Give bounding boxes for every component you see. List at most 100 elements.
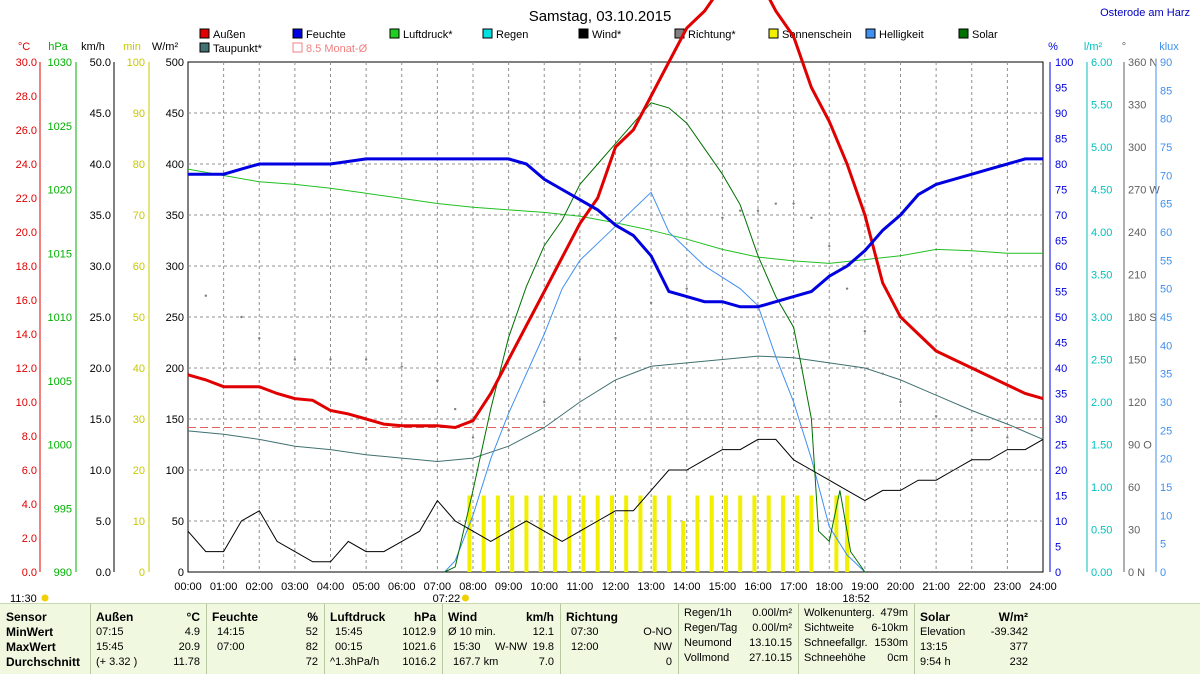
sunshine-bar [538,495,543,572]
y-tick-label-sunshine: 100 [127,57,145,69]
y-tick-label-sunshine: 40 [133,363,145,375]
y-tick-label-direction: 240 [1128,227,1146,239]
schneefallgrenze-value: 1530m [874,637,908,649]
direction-point [970,429,973,432]
y-tick-label-humidity: 40 [1055,363,1067,375]
y-tick-label-rain: 3.00 [1091,312,1112,324]
axis-unit-temp: °C [18,41,30,53]
y-tick-label-temp: 16.0 [16,295,37,307]
feuchte-header: Feuchte [212,610,259,624]
luftdruck-trend: ^1.3hPa/h [330,656,380,668]
y-tick-label-pressure: 990 [54,567,72,579]
y-tick-label-humidity: 55 [1055,287,1067,299]
y-tick-label-pressure: 1020 [48,185,72,197]
y-tick-label-solar: 500 [166,57,184,69]
y-tick-label-rain: 4.00 [1091,227,1112,239]
direction-point [881,372,884,375]
x-tick-label: 14:00 [673,581,701,593]
y-tick-label-humidity: 30 [1055,414,1067,426]
y-tick-label-temp: 10.0 [16,397,37,409]
y-tick-label-wind: 30.0 [90,261,111,273]
solar-elevation-label: Elevation [920,626,966,638]
legend-label: 8.5 Monat-Ø [306,43,368,55]
y-tick-label-direction: 150 [1128,355,1146,367]
y-tick-label-humidity: 15 [1055,491,1067,503]
wind-header: Wind [448,610,478,624]
y-tick-label-pressure: 1025 [48,121,72,133]
y-tick-label-temp: 20.0 [16,227,37,239]
y-tick-label-humidity: 0 [1055,567,1061,579]
sun-icon [461,594,469,602]
y-tick-label-rain: 4.50 [1091,185,1112,197]
y-tick-label-temp: 22.0 [16,193,37,205]
y-tick-label-sunshine: 90 [133,108,145,120]
y-tick-label-temp: 2.0 [22,533,37,545]
direction-point [614,337,617,340]
y-tick-label-direction: 0 N [1128,567,1145,579]
x-tick-label: 07:00 [424,581,452,593]
x-tick-label: 12:00 [602,581,630,593]
feuchte-min-value: 52 [305,626,318,638]
feuchte-unit: % [307,610,318,624]
y-tick-label-lux: 45 [1160,312,1172,324]
y-tick-label-lux: 90 [1160,57,1172,69]
regen-1h-label: Regen/1h [684,607,732,619]
y-tick-label-direction: 330 [1128,100,1146,112]
richtung-min-value: O-NO [643,626,672,638]
y-tick-label-humidity: 10 [1055,516,1067,528]
direction-point [738,209,742,212]
y-tick-label-sunshine: 50 [133,312,145,324]
series-line-taupunkt [187,355,1044,463]
y-tick-label-lux: 20 [1160,454,1172,466]
y-tick-label-pressure: 1030 [48,57,72,69]
sunshine-bar [652,495,657,572]
sunshine-bar [481,495,486,572]
sunset-label: 18:52 [842,593,870,603]
aussen-min-value: 4.9 [184,626,200,638]
y-tick-label-lux: 40 [1160,340,1172,352]
x-tick-label: 21:00 [922,581,950,593]
y-tick-label-solar: 350 [166,210,184,222]
legend-swatch [482,28,493,39]
sunshine-bar [834,495,839,572]
moon-icon [41,594,49,602]
y-tick-label-sunshine: 10 [133,516,145,528]
y-tick-label-humidity: 5 [1055,542,1061,554]
wind-distance: 167.7 km [453,656,499,668]
footer-feuchte-col: Feuchte% 14:15 52 07:00 82 72 [206,604,324,674]
direction-point [899,400,902,404]
luftdruck-max-value: 1021.6 [402,641,436,653]
aussen-min-time: 07:15 [96,626,124,638]
y-tick-label-solar: 50 [172,516,184,528]
sunshine-bar [567,495,572,572]
luftdruck-header: Luftdruck [330,610,386,624]
legend-swatch [292,42,303,53]
y-tick-label-wind: 10.0 [90,465,111,477]
sunshine-bar [723,495,728,572]
axis-unit-wind: km/h [81,41,105,53]
y-tick-label-humidity: 50 [1055,312,1067,324]
y-tick-label-temp: 0.0 [22,567,37,579]
y-tick-label-pressure: 1005 [48,376,72,388]
x-tick-label: 15:00 [709,581,737,593]
x-tick-label: 01:00 [210,581,238,593]
legend-label: Luftdruck* [403,29,453,41]
legend: Außen Feuchte Luftdruck* Regen Wind* Richtung… [199,28,998,55]
legend-label: Wind* [592,29,622,41]
weather-chart: Samstag, 03.10.2015 Osterode am Harz Auß… [10,0,1190,603]
legend-label: Helligkeit [879,29,924,41]
moon-label: 11:30 [10,593,37,603]
footer-wolken-col: Wolkenunterg. 479m Sichtweite 6-10km Schne… [798,604,914,674]
y-tick-label-humidity: 70 [1055,210,1067,222]
sunshine-bar [738,495,743,572]
aussen-max-time: 15:45 [96,641,124,653]
y-tick-label-solar: 200 [166,363,184,375]
direction-point [400,365,403,368]
x-tick-label: 10:00 [530,581,558,593]
luftdruck-unit: hPa [413,610,436,624]
solar-avg-value: 232 [1009,656,1028,668]
sunshine-bar [510,495,515,572]
aussen-unit: °C [186,610,200,624]
sichtweite-label: Sichtweite [804,622,855,634]
direction-point [453,407,457,411]
